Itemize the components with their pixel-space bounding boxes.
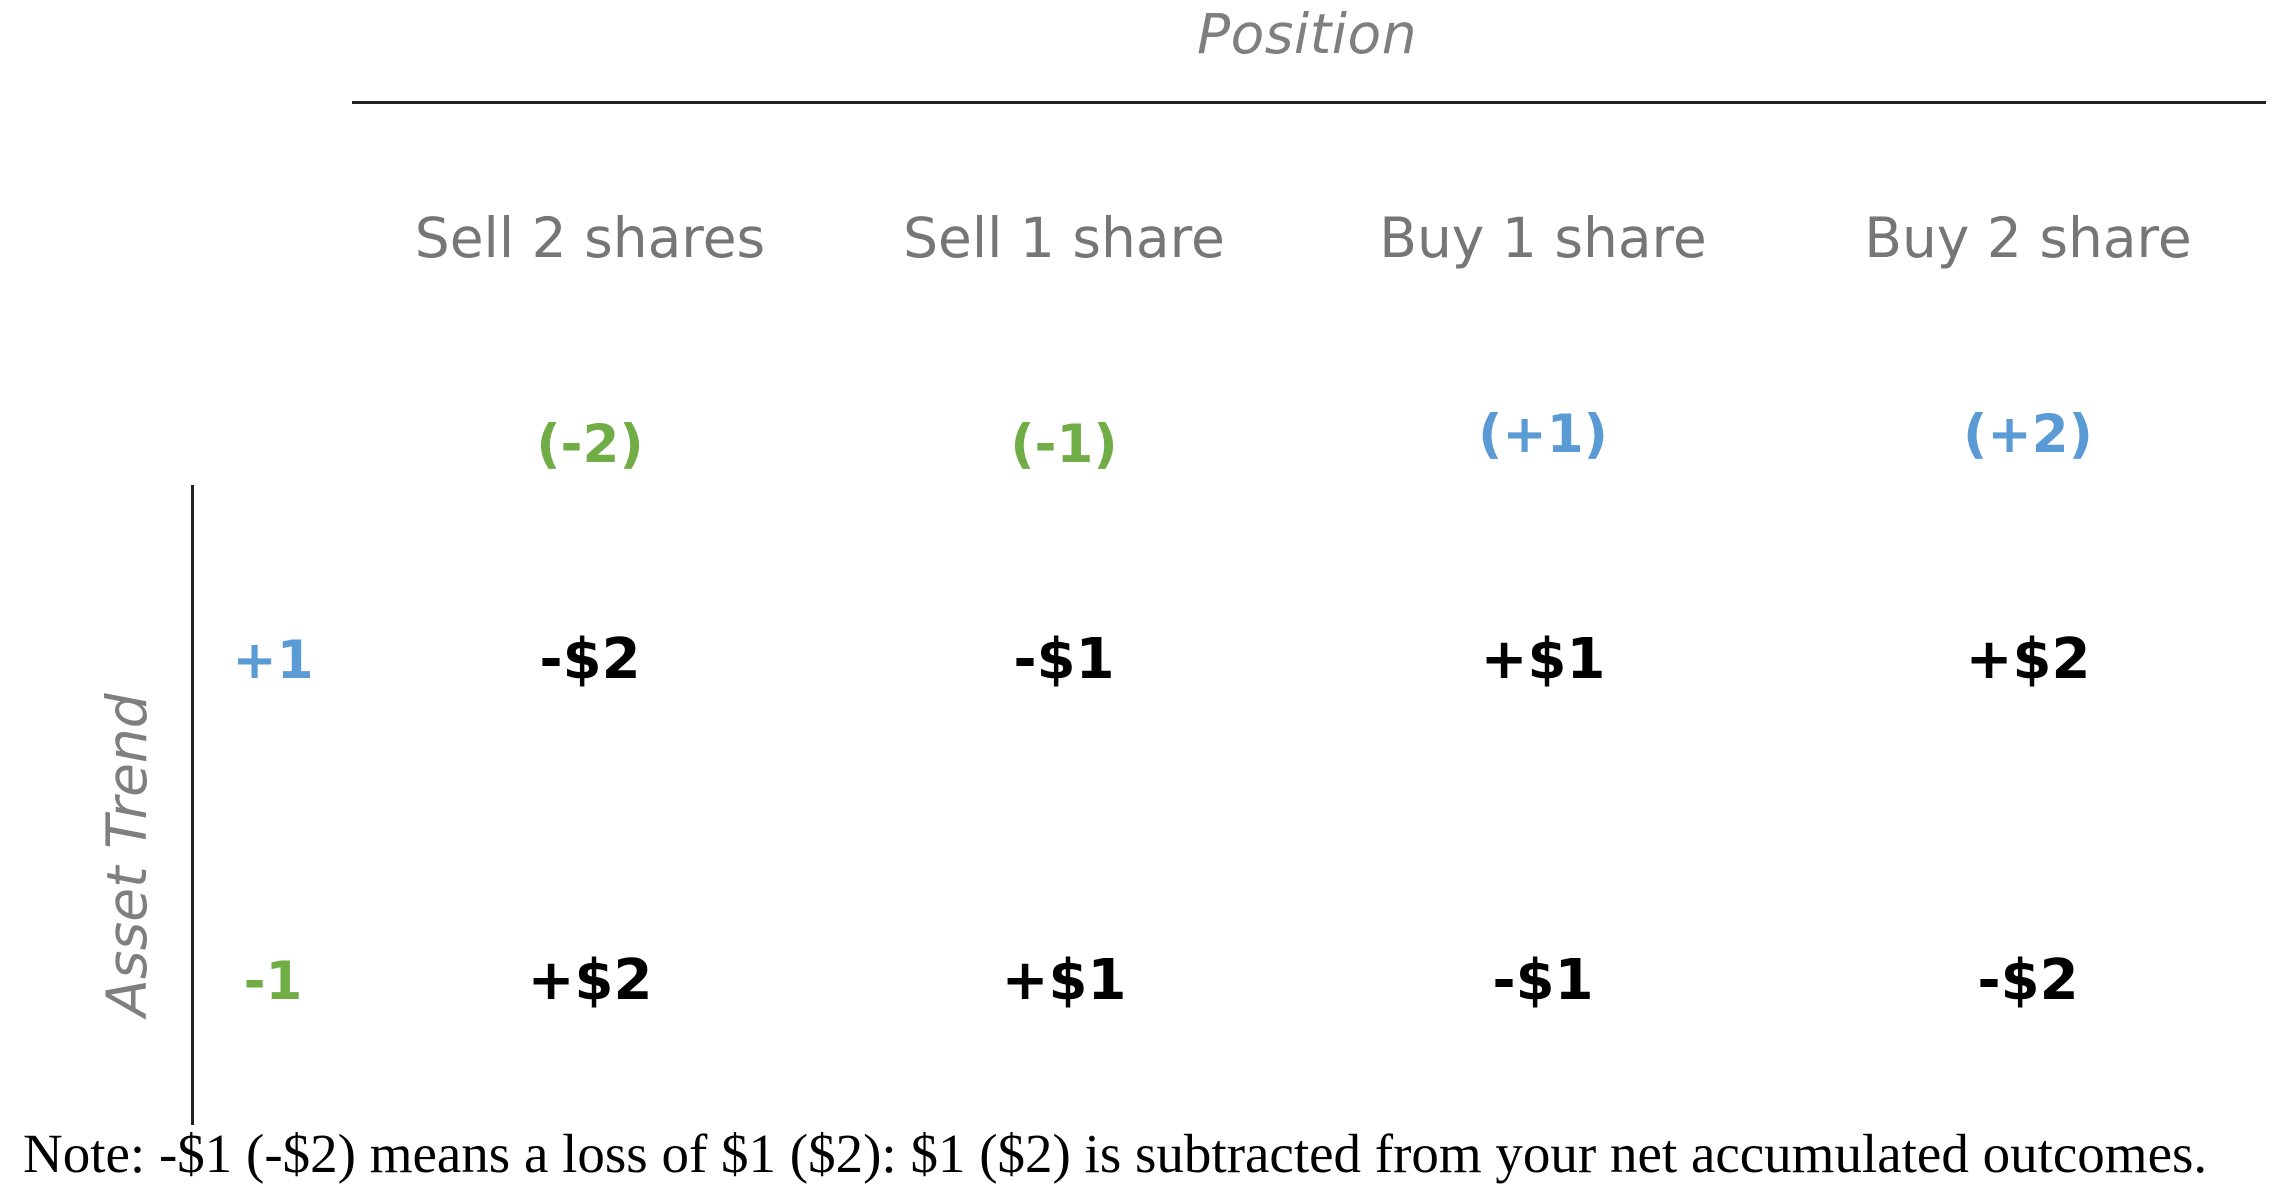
payoff-cell: +$1 bbox=[1001, 948, 1127, 1013]
asset-trend-axis-title: Asset Trend bbox=[95, 693, 159, 1017]
payoff-cell: +$2 bbox=[527, 948, 653, 1013]
payoff-cell: -$2 bbox=[539, 627, 641, 692]
payoff-cell: +$1 bbox=[1480, 627, 1606, 692]
payoff-cell: +$2 bbox=[1965, 627, 2091, 692]
footnote: Note: -$1 (-$2) means a loss of $1 ($2):… bbox=[23, 1123, 2208, 1184]
column-code-buy-1: (+1) bbox=[1478, 404, 1608, 465]
column-label-sell-2: Sell 2 shares bbox=[414, 206, 766, 270]
position-axis-rule bbox=[352, 101, 2266, 104]
asset-trend-axis-rule bbox=[191, 485, 194, 1125]
column-code-sell-1: (-1) bbox=[1010, 414, 1118, 475]
row-label-down: -1 bbox=[243, 951, 303, 1012]
column-label-sell-1: Sell 1 share bbox=[903, 206, 1225, 270]
payoff-cell: -$1 bbox=[1492, 948, 1594, 1013]
column-code-buy-2: (+2) bbox=[1963, 404, 2093, 465]
row-label-up: +1 bbox=[232, 630, 314, 691]
payoff-cell: -$2 bbox=[1977, 948, 2079, 1013]
position-axis-title: Position bbox=[1196, 2, 1418, 66]
column-code-sell-2: (-2) bbox=[536, 414, 644, 475]
payoff-cell: -$1 bbox=[1013, 627, 1115, 692]
column-label-buy-2: Buy 2 share bbox=[1864, 206, 2192, 270]
column-label-buy-1: Buy 1 share bbox=[1379, 206, 1707, 270]
